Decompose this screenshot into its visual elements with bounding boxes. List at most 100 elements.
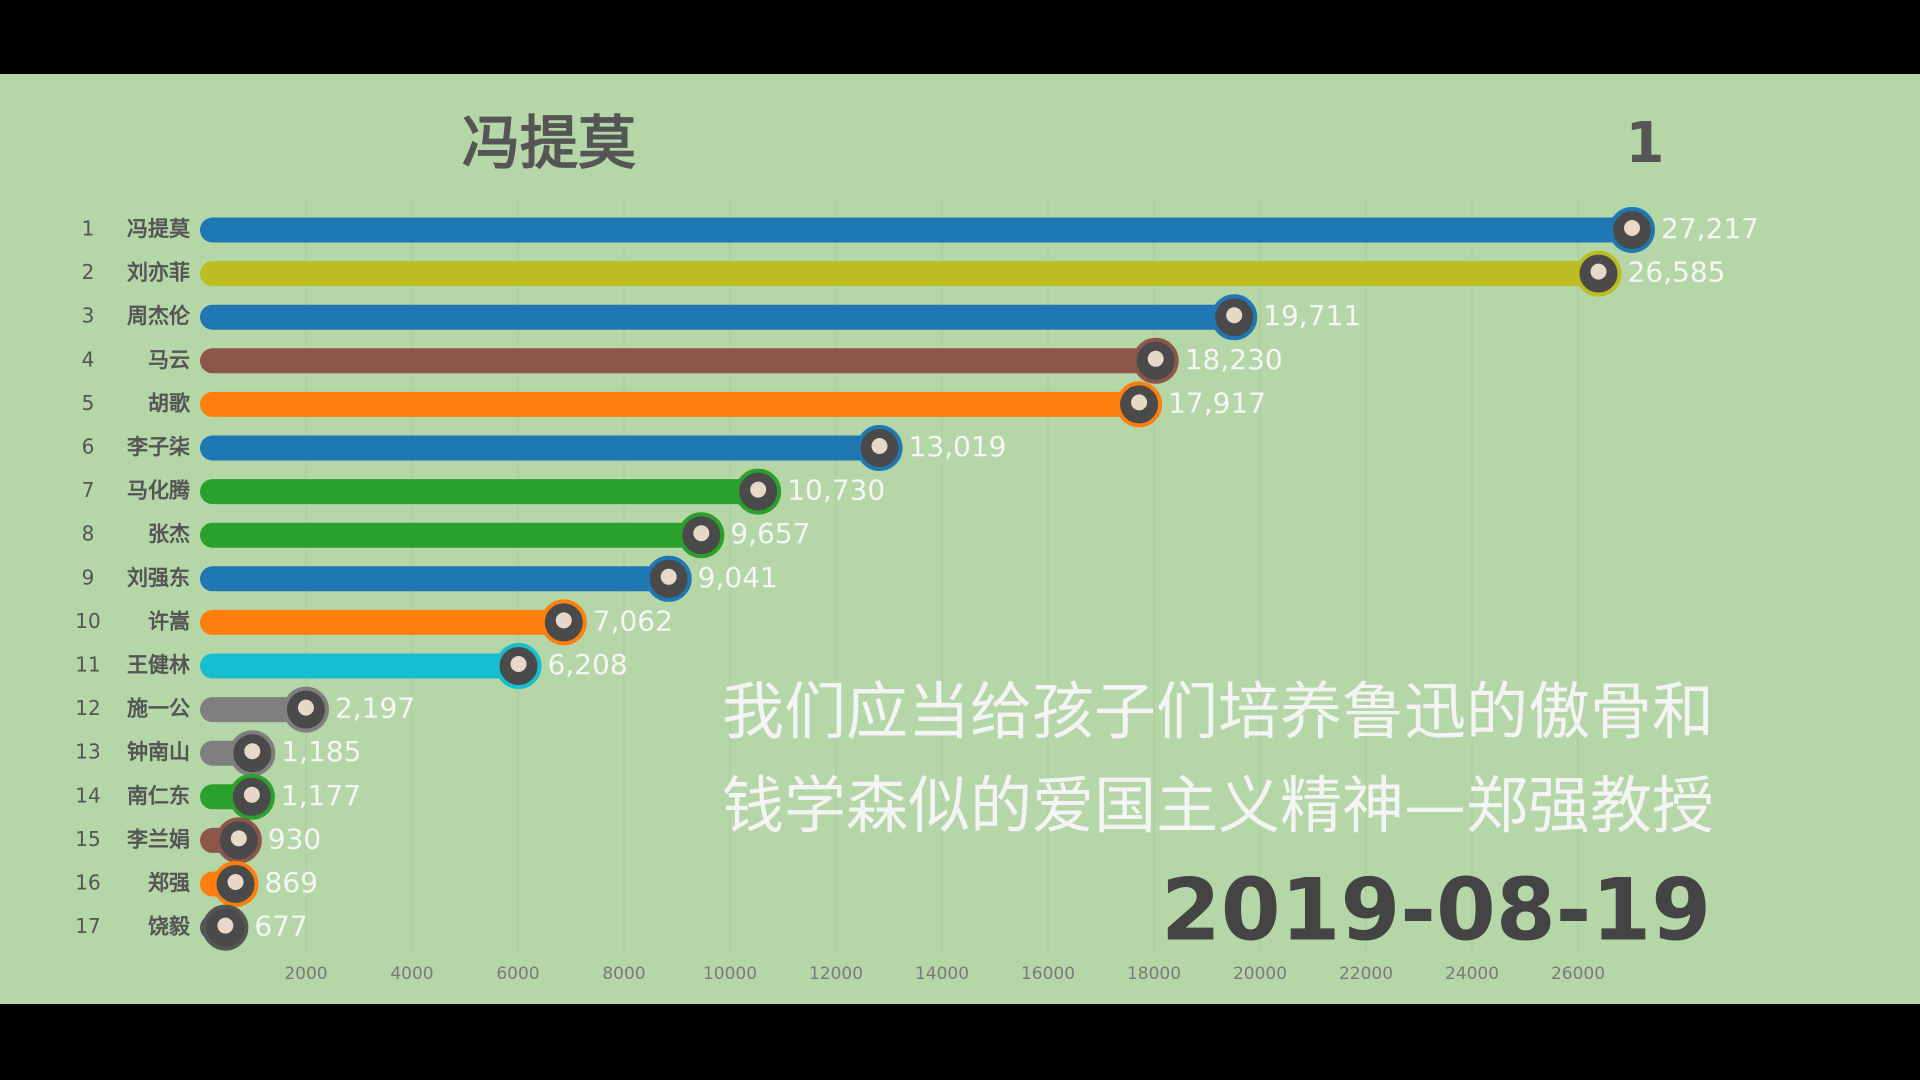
category-label: 冯提莫 (127, 217, 191, 241)
rank-label: 17 (75, 914, 100, 938)
x-tick-label: 8000 (602, 964, 645, 984)
rank-label: 7 (82, 478, 95, 502)
x-tick-label: 4000 (390, 964, 433, 984)
bar (200, 522, 712, 548)
avatar-face (510, 656, 527, 672)
category-label: 李兰娟 (126, 827, 190, 851)
value-label: 1,185 (281, 735, 361, 768)
value-label: 2,197 (335, 692, 415, 725)
x-tick-label: 6000 (496, 964, 539, 984)
value-label: 869 (265, 866, 318, 899)
bar (200, 261, 1610, 287)
value-label: 1,177 (281, 779, 361, 812)
avatar-face (1147, 350, 1164, 367)
category-label: 许嵩 (148, 609, 190, 633)
value-label: 9,657 (730, 517, 810, 550)
avatar-face (750, 481, 767, 498)
category-label: 施一公 (127, 697, 190, 721)
rank-label: 4 (82, 347, 95, 371)
avatar-face (230, 830, 247, 847)
avatar-face (227, 874, 244, 890)
value-label: 677 (254, 910, 307, 943)
rank-label: 8 (82, 522, 95, 546)
bar (200, 348, 1167, 374)
category-label: 南仁东 (127, 784, 190, 808)
caption-line: 我们应当给孩子们培养鲁迅的傲骨和 (722, 675, 1714, 748)
category-label: 钟南山 (127, 740, 190, 764)
rank-label: 9 (82, 565, 95, 589)
x-tick-label: 16000 (1021, 964, 1075, 984)
rank-label: 16 (75, 871, 100, 895)
value-label: 13,019 (909, 430, 1007, 463)
x-tick-label: 12000 (809, 964, 863, 984)
rank-label: 10 (75, 609, 100, 633)
counter: 1 (1626, 111, 1665, 176)
x-tick-label: 22000 (1339, 964, 1393, 984)
avatar-face (693, 525, 710, 542)
x-tick-label: 14000 (915, 964, 969, 984)
avatar-face (217, 917, 234, 934)
avatar-face (297, 699, 314, 716)
x-tick-label: 20000 (1233, 964, 1287, 984)
category-label: 张杰 (148, 522, 190, 546)
bar (200, 435, 891, 461)
rank-label: 14 (75, 783, 100, 807)
avatar-face (1624, 220, 1641, 236)
category-label: 马云 (148, 348, 190, 372)
avatar-face (1131, 394, 1148, 411)
avatar-face (871, 438, 888, 454)
value-label: 18,230 (1185, 343, 1283, 376)
category-label: 周杰伦 (127, 304, 191, 328)
category-label: 刘强东 (127, 566, 190, 590)
bar (200, 217, 1643, 243)
bar (200, 653, 530, 679)
bar (200, 304, 1245, 330)
caption-line: 钱学森似的爱国主义精神—郑强教授 (722, 769, 1714, 842)
value-label: 930 (268, 822, 321, 855)
x-tick-label: 2000 (284, 964, 327, 984)
bar (200, 609, 575, 635)
rank-label: 6 (82, 435, 95, 459)
avatar-face (555, 612, 572, 629)
x-tick-label: 26000 (1551, 964, 1605, 984)
rank-label: 12 (75, 696, 100, 720)
avatar-face (660, 568, 677, 585)
x-tick-label: 18000 (1127, 964, 1181, 984)
category-label: 饶毅 (148, 915, 191, 939)
category-label: 李子柒 (126, 435, 190, 459)
value-label: 6,208 (548, 648, 628, 681)
rank-label: 13 (75, 740, 100, 764)
chart-title: 冯提莫 (462, 109, 636, 177)
bar (200, 391, 1150, 417)
rank-label: 15 (75, 827, 100, 851)
avatar-face (1226, 307, 1243, 324)
category-label: 胡歌 (148, 391, 191, 415)
avatar-face (244, 743, 261, 760)
category-label: 郑强 (148, 871, 190, 895)
category-label: 马化腾 (127, 479, 191, 503)
value-label: 7,062 (593, 604, 673, 637)
bar (200, 566, 680, 592)
value-label: 27,217 (1661, 212, 1759, 245)
x-tick-label: 24000 (1445, 964, 1499, 984)
rank-label: 5 (82, 391, 95, 415)
rank-label: 3 (82, 304, 95, 328)
avatar-face (1590, 263, 1607, 280)
rank-label: 1 (82, 217, 95, 241)
value-label: 17,917 (1168, 386, 1266, 419)
value-label: 9,041 (698, 561, 778, 594)
x-tick-label: 10000 (703, 964, 757, 984)
value-label: 26,585 (1628, 256, 1726, 289)
value-label: 19,711 (1263, 299, 1361, 332)
avatar-face (243, 786, 260, 803)
bar (200, 479, 769, 505)
date-label: 2019-08-19 (1161, 860, 1711, 960)
value-label: 10,730 (787, 474, 885, 507)
category-label: 刘亦菲 (127, 261, 190, 285)
rank-label: 11 (75, 653, 100, 677)
category-label: 王健林 (127, 653, 190, 677)
rank-label: 2 (82, 260, 95, 284)
plot: 2000 4000 6000 8000 10000 12000 14000 16000 1800… (75, 200, 1759, 984)
